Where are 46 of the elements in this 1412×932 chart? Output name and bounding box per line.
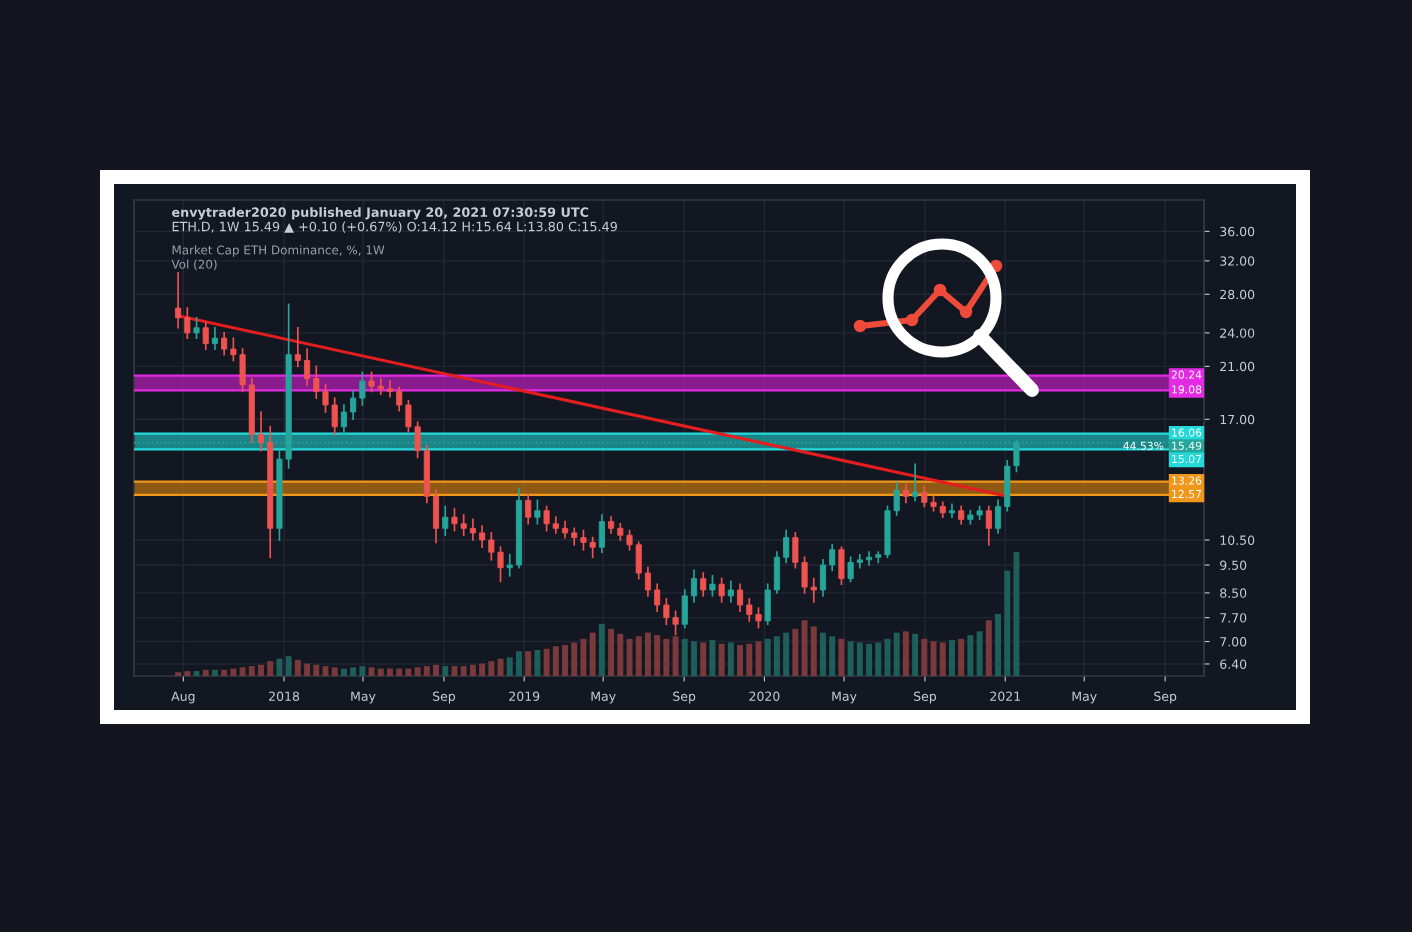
bar <box>608 628 615 676</box>
bar <box>700 642 707 676</box>
candlestick <box>193 316 200 340</box>
candlestick <box>948 503 956 519</box>
bar <box>285 656 292 676</box>
bar <box>810 626 817 676</box>
candlestick <box>598 514 605 554</box>
bar <box>709 640 716 676</box>
bar <box>202 669 209 676</box>
candlestick <box>985 505 992 546</box>
bar <box>718 643 725 676</box>
bar <box>921 638 928 676</box>
bar <box>598 623 605 676</box>
bar <box>672 636 679 676</box>
bar <box>958 638 965 676</box>
candlestick <box>700 572 707 597</box>
bar <box>221 669 228 676</box>
candlestick <box>534 499 541 525</box>
bar <box>967 635 974 676</box>
bar <box>939 642 946 676</box>
candlestick <box>211 326 218 350</box>
bar <box>985 620 992 676</box>
candlestick <box>442 505 449 537</box>
bar <box>912 633 919 676</box>
bar <box>949 640 955 676</box>
bar <box>976 631 983 676</box>
candlestick <box>838 546 845 586</box>
bar <box>902 631 909 676</box>
bar <box>893 632 900 676</box>
bar <box>792 628 799 676</box>
bar <box>276 658 283 676</box>
bar <box>589 632 596 676</box>
candlestick <box>912 463 919 502</box>
candlestick <box>727 580 734 603</box>
bar <box>727 642 734 676</box>
candlestick <box>202 321 209 350</box>
candlestick <box>709 574 716 597</box>
bar <box>737 645 744 676</box>
candlestick <box>525 493 532 525</box>
bar <box>331 667 338 676</box>
bar <box>534 649 541 676</box>
bar <box>525 651 532 676</box>
bar <box>211 669 218 676</box>
bar <box>838 638 845 676</box>
candlestick <box>718 577 725 603</box>
bar <box>442 666 449 676</box>
